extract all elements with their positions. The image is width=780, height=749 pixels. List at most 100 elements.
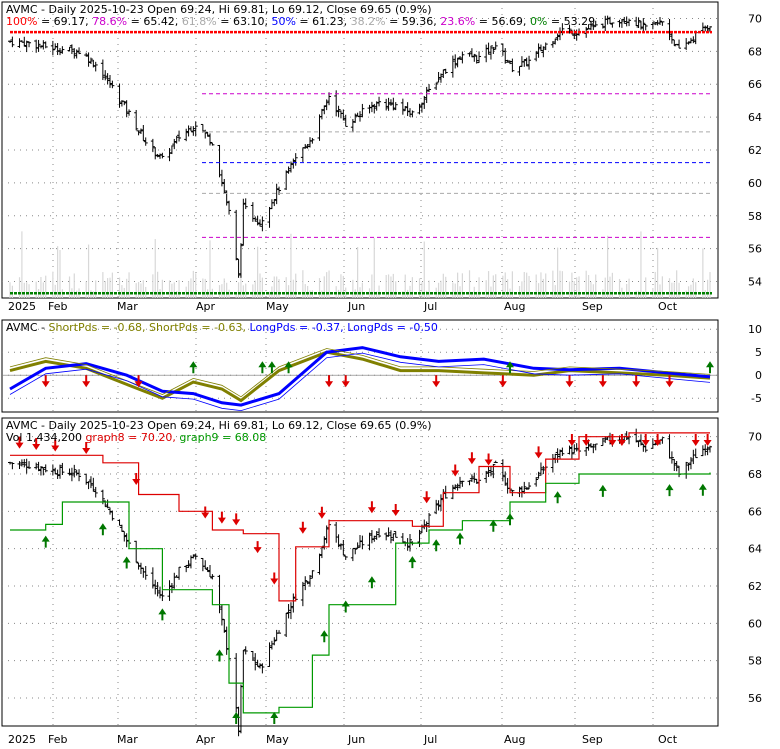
buy-arrow [232,712,241,724]
x-tick-label: May [266,300,289,313]
buy-arrow [122,556,131,569]
y-tick-label: 60 [748,177,762,190]
sell-arrow [422,491,431,504]
sell-arrow [253,541,262,554]
sell-arrow [270,572,279,585]
sell-arrow [598,375,607,388]
panel-frame [1,417,719,727]
y-tick-label: 70 [748,431,762,444]
sell-arrow [534,446,543,459]
x-tick-label: Mar [117,300,138,313]
sell-arrow [325,375,334,388]
sell-arrow [367,501,376,514]
sell-arrow [132,472,141,485]
y-tick-label: 0 [755,369,762,382]
x-tick-label: May [266,733,289,745]
panel-frame [1,319,719,413]
sell-arrow [51,439,60,452]
buy-arrow [456,532,464,545]
price-channel-panel: 56 58 60 62 64 66 68 70 AVMC - Daily 2025-10-23 … [1,417,762,746]
sell-arrow [484,453,493,466]
price-panel-title: AVMC - Daily 2025-10-23 Open 69.24, Hi 6… [6,3,432,16]
oscillator-panel: -5 0 5 10 AVMC - ShortPds = -0.68, ShortPds … [1,319,762,413]
x-tick-label: Oct [658,300,678,313]
buy-arrow [698,483,707,496]
oscillator-panel-title: AVMC - ShortPds = -0.68, ShortPds = -0.6… [6,321,438,334]
y-tick-label: 58 [748,655,762,668]
x-tick-label: Jun [347,300,365,313]
buy-arrow [598,484,607,497]
buy-arrow [489,519,498,532]
x-tick-label: Feb [48,733,67,745]
sell-arrow [82,441,91,454]
y-tick-label: 64 [748,543,762,556]
y-tick-label: 66 [748,505,762,518]
x-tick-label: Oct [658,733,678,745]
x-tick-label: 2025 [8,300,36,313]
y-tick-label: 5 [755,346,762,359]
sell-arrow [201,506,210,519]
x-tick-label: Apr [196,733,216,745]
sell-arrow [565,375,574,388]
long-pds-line [9,346,711,407]
y-tick-label: 64 [748,111,762,124]
x-tick-label: Feb [48,300,67,313]
x-tick-label: Jun [347,733,365,745]
y-tick-label: 58 [748,210,762,223]
graph9-line [10,472,711,714]
y-tick-label: 60 [748,617,762,630]
sell-arrow [632,375,641,388]
buy-arrow [158,608,167,621]
sell-arrow [232,513,241,526]
x-tick-label: Apr [196,300,216,313]
y-tick-label: -5 [751,392,762,405]
price-panel: 54 56 58 60 62 64 66 68 70 AVMC - Daily 2025-10-2… [1,1,762,313]
x-tick-label: Jul [423,733,437,745]
sell-arrow [498,375,507,388]
buy-arrow [432,539,441,552]
sell-arrow [217,511,226,524]
x-tick-label: Aug [504,300,525,313]
sell-arrow [134,375,143,388]
sell-arrow [617,434,626,446]
sell-arrow [391,504,400,516]
buy-arrow [215,649,224,662]
y-tick-label: 62 [748,580,762,593]
buy-arrow [98,523,107,536]
buy-arrow [267,361,276,374]
buy-arrow [506,361,514,374]
x-tick-label: 2025 [8,733,36,745]
sell-arrow [567,434,576,446]
channel-panel-subtitle: Vol 1,434,200 graph8 = 70.20, graph9 = 6… [6,431,266,444]
buy-arrow [341,600,350,613]
sell-arrow [32,437,41,450]
y-tick-label: 10 [748,323,762,336]
x-tick-label: Mar [117,733,138,745]
buy-arrow [506,513,514,526]
sell-arrow [467,452,476,465]
buy-arrow [367,576,376,589]
sell-arrow [341,375,350,388]
sell-arrow [691,434,700,446]
buy-arrow [553,491,562,504]
sell-arrow [317,506,326,519]
channel-panel-title: AVMC - Daily 2025-10-23 Open 69.24, Hi 6… [6,419,432,432]
y-tick-label: 68 [748,468,762,481]
buy-arrow [665,484,674,497]
buy-arrow [41,535,50,548]
graph8-line [10,432,710,602]
x-tick-label: Sep [582,300,603,313]
buy-arrow [706,361,714,374]
sell-arrow [703,434,712,446]
sell-arrow [451,464,460,477]
y-tick-label: 70 [748,12,762,25]
y-tick-label: 62 [748,144,762,157]
buy-arrow [189,361,198,374]
panel-frame [1,1,719,299]
fib-legend: 100% = 69.17, 78.6% = 65.42, 61.8% = 63.… [6,15,595,28]
x-tick-label: Sep [582,733,603,745]
sell-arrow [15,436,24,449]
buy-arrow [284,361,293,374]
sell-arrow [641,434,650,446]
